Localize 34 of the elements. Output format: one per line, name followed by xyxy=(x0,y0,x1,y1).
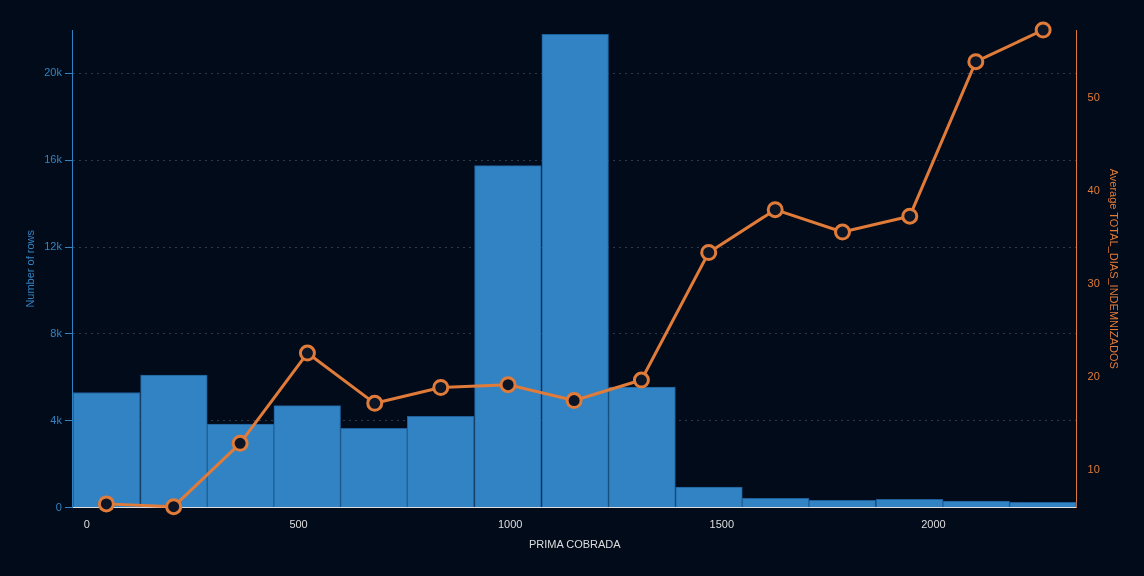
x-tick-label: 2000 xyxy=(921,518,946,531)
x-tick-label: 1000 xyxy=(497,518,523,531)
x-tick-label: 0 xyxy=(83,518,90,531)
point xyxy=(967,53,985,71)
x-axis-title: PRIMA COBRADA xyxy=(528,538,622,551)
y2-tick-label: 10 xyxy=(1087,463,1100,476)
point xyxy=(97,495,115,513)
y2-axis-title: Average TOTAL_DIAS_INDEMNIZADOS xyxy=(1108,168,1121,369)
point xyxy=(432,379,450,396)
y-tick-label: 12k xyxy=(44,240,63,253)
point xyxy=(766,201,784,219)
point xyxy=(298,344,316,362)
y-tick-label: 8k xyxy=(50,326,63,339)
y2-tick-label: 40 xyxy=(1087,184,1100,197)
point xyxy=(1034,21,1052,39)
point xyxy=(499,376,517,394)
y-axis-title: Number of rows xyxy=(23,229,36,308)
y-tick-label: 4k xyxy=(50,413,63,426)
point xyxy=(231,434,249,452)
point xyxy=(565,392,583,410)
point xyxy=(632,371,650,389)
y2-tick-label: 30 xyxy=(1087,277,1100,290)
point xyxy=(901,207,919,225)
y-tick-label: 16k xyxy=(44,153,63,166)
point xyxy=(833,223,851,241)
y-tick-label: 0 xyxy=(55,500,62,513)
x-tick-label: 1500 xyxy=(709,518,735,531)
point xyxy=(700,244,718,262)
y-tick-label: 20k xyxy=(44,66,63,79)
point xyxy=(165,498,183,516)
y2-tick-label: 50 xyxy=(1087,90,1100,103)
point xyxy=(366,394,384,412)
x-tick-label: 500 xyxy=(289,518,308,531)
y2-tick-label: 20 xyxy=(1087,370,1100,383)
